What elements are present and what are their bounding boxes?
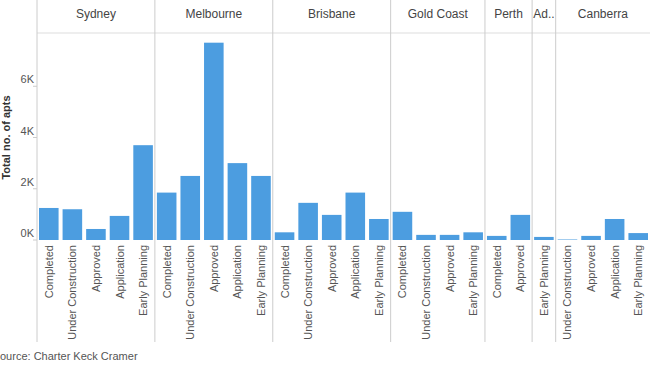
bar — [463, 232, 483, 240]
bar — [157, 193, 177, 240]
category-label: Application — [114, 245, 126, 299]
bar — [63, 209, 83, 240]
category-label: Approved — [208, 245, 220, 292]
bar — [369, 219, 389, 240]
bar — [416, 235, 436, 240]
y-tick-label: 2K — [21, 176, 35, 188]
bar — [110, 216, 130, 240]
y-axis-line — [37, 0, 38, 342]
bar — [180, 176, 200, 240]
category-label: Application — [609, 245, 621, 299]
panel-header: Canberra — [578, 7, 628, 21]
category-label: Under Construction — [561, 245, 573, 340]
panel-header: Brisbane — [308, 7, 356, 21]
y-tick — [33, 137, 37, 138]
category-label: Early Planning — [373, 245, 385, 316]
source: ource: Charter Keck Cramer — [0, 350, 138, 362]
panel-header: Ad.. — [533, 7, 554, 21]
panel-divider — [272, 0, 273, 342]
category-label: Early Planning — [632, 245, 644, 316]
bar — [628, 233, 648, 240]
bar — [393, 212, 413, 240]
bars — [39, 43, 648, 240]
chart: 0K 2K 4K 6K Total no. of apts Sydney Completed… — [0, 0, 650, 366]
plot-top-line — [37, 33, 650, 34]
category-label: Under Construction — [302, 245, 314, 340]
y-tick-label: 4K — [21, 125, 35, 137]
bar — [228, 163, 248, 240]
bar — [322, 215, 342, 240]
bar — [251, 176, 271, 240]
category-label: Approved — [326, 245, 338, 292]
panel-header: Sydney — [76, 7, 116, 21]
panel-header: Melbourne — [185, 7, 242, 21]
bar — [558, 239, 578, 240]
category-label: Early Planning — [467, 245, 479, 316]
bar — [204, 43, 224, 240]
bar — [346, 193, 366, 240]
bar — [605, 219, 625, 240]
bar — [86, 229, 106, 240]
bar — [581, 236, 601, 240]
category-label: Under Construction — [420, 245, 432, 340]
bar — [487, 236, 507, 240]
bar — [133, 145, 153, 240]
bar — [275, 232, 295, 240]
category-label: Completed — [491, 245, 503, 298]
y-axis-label: Total no. of apts — [0, 95, 12, 179]
category-label: Approved — [444, 245, 456, 292]
panel-divider — [154, 0, 155, 342]
panel-divider — [390, 0, 391, 342]
y-tick — [33, 86, 37, 87]
bar — [534, 237, 554, 240]
bar — [39, 208, 59, 240]
y-tick — [33, 188, 37, 189]
category-label: Early Planning — [255, 245, 267, 316]
panel-divider — [532, 0, 533, 342]
bar — [440, 235, 460, 240]
category-label: Approved — [514, 245, 526, 292]
y-tick-label: 6K — [21, 73, 35, 85]
category-label: Completed — [43, 245, 55, 298]
bar — [298, 203, 318, 240]
category-label: Under Construction — [184, 245, 196, 340]
category-label: Application — [231, 245, 243, 299]
category-label: Early Planning — [538, 245, 550, 316]
panel-header: Perth — [494, 7, 523, 21]
category-label: Approved — [585, 245, 597, 292]
category-label: Completed — [161, 245, 173, 298]
category-label: Early Planning — [137, 245, 149, 316]
bar — [511, 215, 531, 240]
y-tick — [33, 240, 37, 241]
panel-header: Gold Coast — [408, 7, 469, 21]
y-tick-label: 0K — [21, 227, 35, 239]
category-label: Completed — [279, 245, 291, 298]
category-label: Completed — [396, 245, 408, 298]
category-label: Under Construction — [66, 245, 78, 340]
category-label: Application — [349, 245, 361, 299]
panel-divider — [484, 0, 485, 342]
panel-divider — [555, 0, 556, 342]
category-label: Approved — [90, 245, 102, 292]
